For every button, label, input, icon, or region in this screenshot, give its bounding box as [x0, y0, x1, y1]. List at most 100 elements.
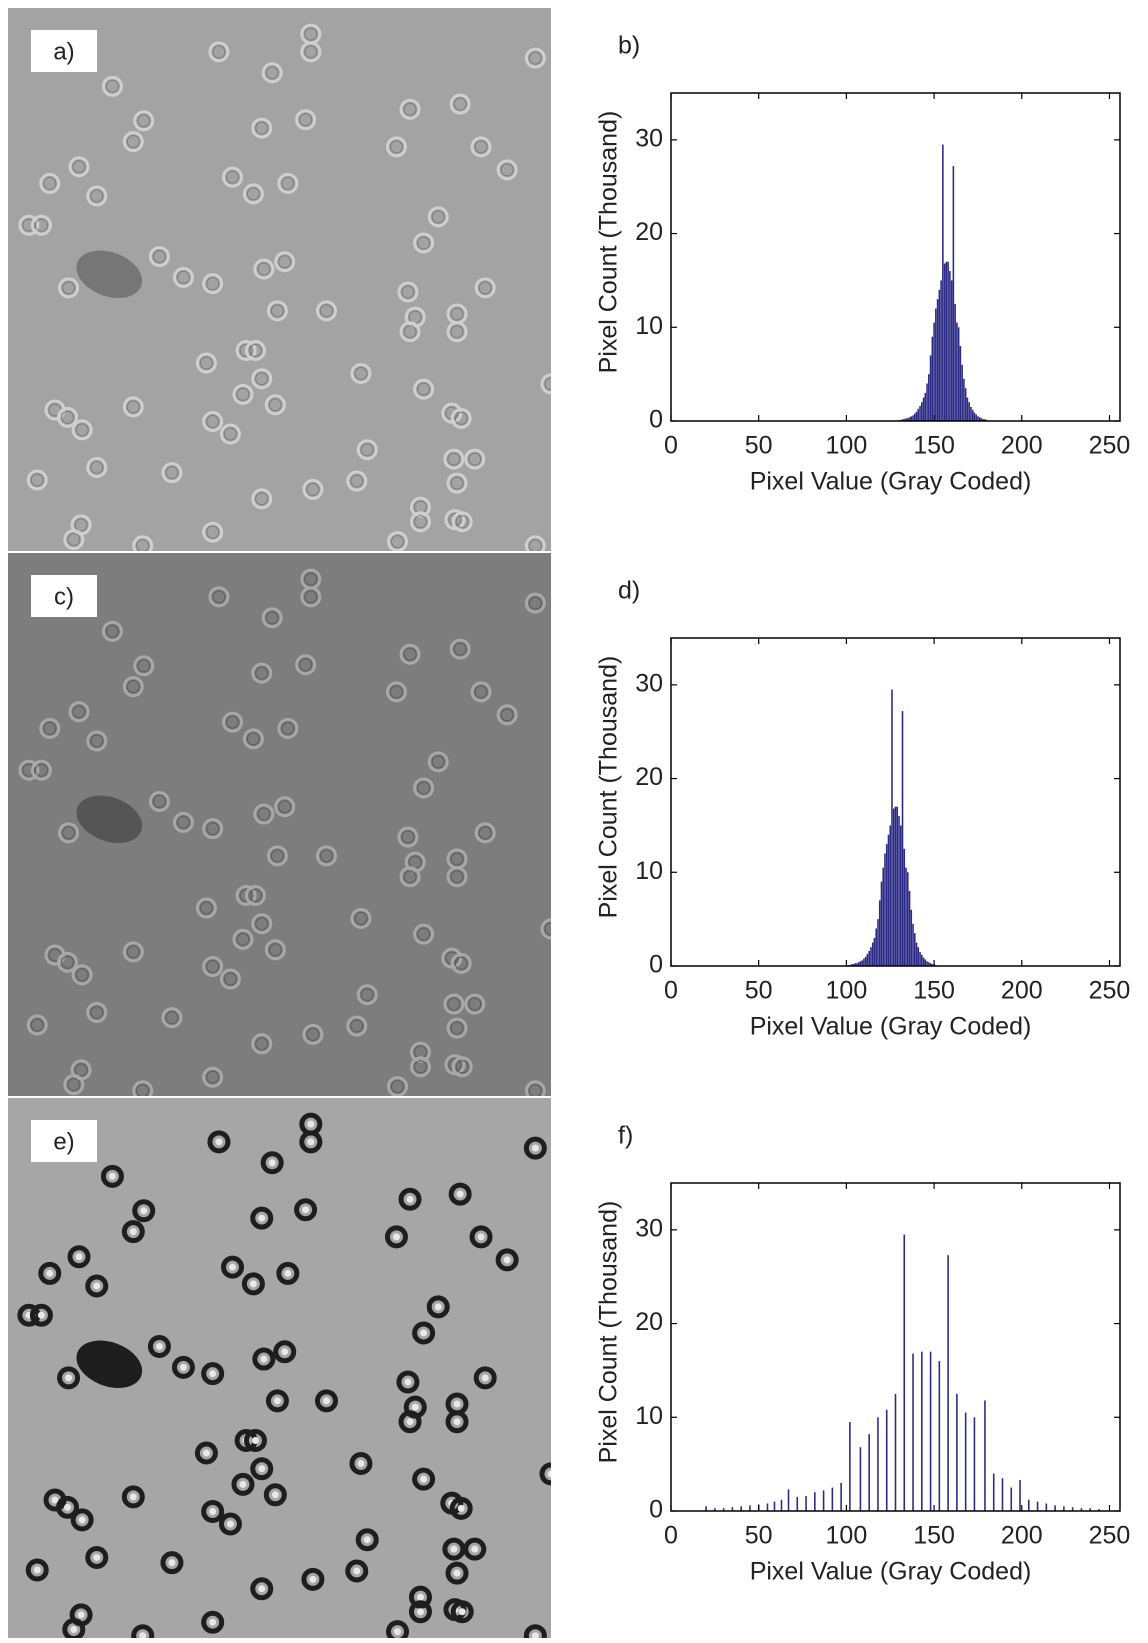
bead-core [360, 988, 374, 1002]
bead-core [453, 1400, 461, 1408]
bead-core [248, 344, 262, 358]
y-tick-label: 30 [635, 669, 663, 697]
bead-core [302, 1206, 310, 1214]
bead [244, 340, 266, 362]
bead [160, 1551, 184, 1575]
bead [30, 214, 52, 236]
bead [276, 1261, 300, 1285]
bar [917, 947, 920, 966]
bead [251, 488, 273, 510]
bead [345, 1559, 369, 1583]
bead [208, 41, 230, 63]
y-axis-label: Pixel Count (Thousand) [595, 1201, 623, 1464]
bead-core [249, 1280, 257, 1288]
bead [385, 136, 407, 158]
bead-core [75, 968, 89, 982]
bead [427, 751, 449, 773]
bar [964, 388, 967, 421]
bead [202, 411, 224, 433]
bar [921, 402, 923, 421]
bead [470, 681, 492, 703]
bead [450, 952, 472, 974]
bead [250, 1577, 274, 1601]
bar [931, 336, 934, 421]
bead [413, 232, 435, 254]
bar [914, 413, 916, 421]
bar [877, 1417, 879, 1511]
y-tick-label: 10 [635, 1402, 663, 1430]
bead-core [90, 460, 104, 474]
bar [982, 419, 984, 421]
histogram: f) 0 50 100 150 200 250 0 10 20 30 Pixel Value (Gra… [595, 1122, 1131, 1586]
bead [26, 1014, 48, 1036]
bead [265, 1389, 289, 1413]
bead-core [265, 611, 279, 625]
bead-core [481, 1374, 489, 1382]
bead [266, 845, 288, 867]
bar [915, 411, 918, 421]
x-tick-label: 0 [664, 977, 678, 1005]
bar [908, 417, 911, 421]
bead [202, 521, 224, 543]
bead-core [199, 356, 213, 370]
bead [218, 1512, 242, 1536]
bead-core [413, 1060, 427, 1074]
bead-core [450, 325, 464, 339]
panel-label: c) [54, 583, 74, 610]
bead [161, 462, 183, 484]
bead [448, 1182, 472, 1206]
bead [442, 1537, 466, 1561]
bead-core [206, 1070, 220, 1084]
bead [171, 1355, 195, 1379]
bar [929, 963, 932, 966]
bead-core [229, 1263, 237, 1271]
bead-core [531, 1144, 539, 1152]
bead-core [74, 518, 88, 532]
bead [39, 717, 61, 739]
bead [469, 1225, 493, 1249]
bead [85, 1274, 109, 1298]
bead [68, 156, 90, 178]
bead [122, 676, 144, 698]
bead [235, 340, 257, 362]
bead-core [319, 849, 333, 863]
panel-label: e) [53, 1128, 74, 1155]
bead [68, 701, 90, 723]
x-tick-label: 50 [745, 1522, 773, 1550]
bar [929, 1351, 932, 1511]
bead [385, 681, 407, 703]
bead [346, 1015, 368, 1037]
bead-core [140, 1207, 148, 1215]
bead-core [417, 236, 431, 250]
bead-core [268, 943, 282, 957]
bead-core [61, 410, 75, 424]
bar [908, 891, 911, 966]
bead-core [450, 307, 464, 321]
bead [409, 1056, 431, 1078]
bead [194, 1441, 218, 1465]
bead [446, 1017, 468, 1039]
bar [917, 408, 920, 421]
bead-core [258, 1465, 266, 1473]
bead [202, 818, 224, 840]
bead-core [30, 1018, 44, 1032]
chart-title: f) [618, 1122, 633, 1150]
bead-core [165, 1011, 179, 1025]
bead-core [268, 398, 282, 412]
label-box [31, 30, 97, 72]
bar [722, 1508, 725, 1511]
bar [924, 959, 927, 966]
bead-core [152, 250, 166, 264]
bead-core [108, 1172, 116, 1180]
bar [966, 397, 969, 421]
bar [1054, 1505, 1056, 1511]
bead-core [360, 443, 374, 457]
bead [241, 1272, 265, 1296]
bead [57, 406, 79, 428]
x-tick-label: 100 [826, 1522, 868, 1550]
bead-core [307, 1138, 315, 1146]
bead [387, 531, 408, 551]
micrograph [8, 8, 551, 551]
bead [274, 796, 296, 818]
